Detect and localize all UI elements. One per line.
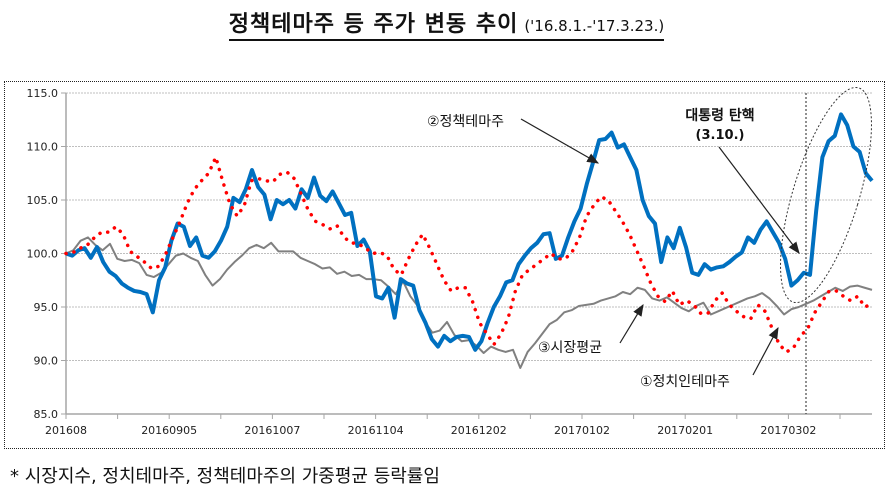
annotation-market-average: ③시장평균 [538, 340, 602, 356]
series-political-theme [64, 152, 874, 355]
x-tick-label: 20170302 [760, 424, 816, 437]
chart-title: 정책테마주 등 주가 변동 추이 ('16.8.1.-'17.3.23.) [0, 6, 893, 41]
x-tick-label: 20170102 [554, 424, 610, 437]
y-tick-label: 105.0 [27, 194, 59, 207]
x-tick-label: 20161202 [451, 424, 507, 437]
y-tick-label: 95.0 [34, 301, 59, 314]
arrow-market-average [619, 303, 644, 344]
y-tick-label: 100.0 [27, 248, 59, 261]
title-text: 정책테마주 등 주가 변동 추이 ('16.8.1.-'17.3.23.) [228, 6, 665, 41]
x-tick-label: 20161007 [244, 424, 300, 437]
annotation-policy-theme: ②정책테마주 [427, 114, 504, 130]
x-tick-label: 201608 [45, 424, 87, 437]
y-tick-label: 90.0 [34, 355, 59, 368]
title-main: 정책테마주 등 주가 변동 추이 [228, 12, 519, 37]
arrow-policy-theme [520, 118, 600, 164]
x-tick-label: 20170201 [657, 424, 713, 437]
title-period: ('16.8.1.-'17.3.23.) [524, 17, 665, 35]
y-tick-label: 85.0 [34, 408, 59, 421]
series-policy-theme [65, 112, 874, 352]
highlight-ellipse [780, 86, 872, 304]
y-tick-label: 110.0 [27, 141, 59, 154]
annotation-impeachment-date: (3.10.) [696, 128, 745, 143]
footnote: * 시장지수, 정치테마주, 정책테마주의 가중평균 등락률임 [10, 466, 440, 487]
arrow-impeachment [718, 146, 800, 254]
annotation-impeachment: 대통령 탄핵 [685, 107, 754, 124]
x-tick-label: 20161104 [348, 424, 404, 437]
annotation-political-theme: ①정치인테마주 [640, 374, 730, 390]
chart-frame [4, 81, 885, 449]
series-market-average [65, 236, 873, 369]
y-tick-label: 115.0 [27, 87, 59, 100]
arrow-political-theme [752, 326, 779, 376]
x-tick-label: 20160905 [141, 424, 197, 437]
